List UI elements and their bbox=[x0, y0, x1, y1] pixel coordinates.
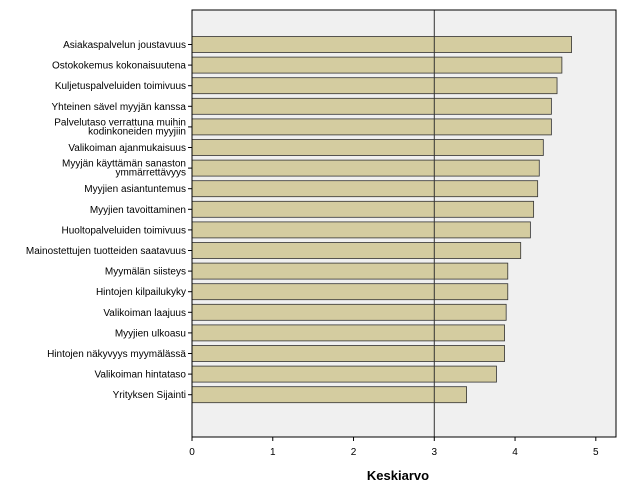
category-label: Yrityksen Sijainti bbox=[113, 390, 186, 401]
x-tick-label: 1 bbox=[270, 447, 276, 458]
bar bbox=[191, 221, 531, 239]
bar bbox=[191, 77, 558, 95]
x-tick-label: 4 bbox=[512, 447, 518, 458]
bar bbox=[191, 303, 507, 321]
bar bbox=[191, 345, 505, 362]
x-axis-ticks: 0 1 2 3 4 5 bbox=[189, 437, 599, 458]
category-label: Mainostettujen tuotteiden saatavuus bbox=[26, 246, 186, 257]
category-label: Palvelutaso verrattuna muihin kodinkoneid… bbox=[54, 117, 186, 137]
x-tick-label: 5 bbox=[593, 447, 599, 458]
bar bbox=[191, 159, 540, 177]
x-tick-label: 2 bbox=[351, 447, 357, 458]
x-tick-label: 3 bbox=[432, 447, 438, 458]
category-label: Valikoiman ajanmukaisuus bbox=[68, 143, 186, 154]
bar bbox=[191, 118, 552, 136]
bar bbox=[191, 242, 522, 259]
bar bbox=[191, 283, 509, 301]
category-label: Myyjien tavoittaminen bbox=[90, 205, 186, 216]
category-label: Yhteinen sävel myyjän kanssa bbox=[51, 102, 186, 113]
bar bbox=[191, 97, 552, 115]
bar bbox=[191, 180, 539, 198]
x-axis-title: Keskiarvo bbox=[367, 468, 429, 483]
category-label: Myymälän siisteys bbox=[105, 267, 186, 278]
bar bbox=[191, 139, 544, 156]
category-label: Hintojen kilpailukyky bbox=[96, 287, 186, 298]
bar bbox=[191, 56, 563, 74]
category-labels: Asiakaspalvelun joustavuus Ostokokemus ko… bbox=[26, 40, 192, 401]
bar bbox=[191, 262, 509, 280]
category-label: Hintojen näkyvyys myymälässä bbox=[47, 349, 186, 360]
bar bbox=[191, 386, 467, 404]
category-label: Huoltopalveluiden toimivuus bbox=[61, 225, 186, 236]
plot-frame bbox=[191, 9, 617, 438]
x-tick-label: 0 bbox=[189, 447, 195, 458]
category-label: Myyjien asiantuntemus bbox=[84, 184, 186, 195]
bar bbox=[191, 200, 535, 218]
bar bbox=[191, 36, 572, 53]
category-label: Valikoiman laajuus bbox=[103, 308, 186, 319]
bar bbox=[191, 365, 497, 383]
category-label: Kuljetuspalveluiden toimivuus bbox=[55, 81, 186, 92]
category-label: Ostokokemus kokonaisuutena bbox=[52, 61, 186, 72]
category-label: Myyjän käyttämän sanaston ymmärrettävyys bbox=[62, 159, 186, 179]
category-label: Myyjien ulkoasu bbox=[115, 328, 186, 339]
category-label: Asiakaspalvelun joustavuus bbox=[63, 40, 186, 51]
bar bbox=[191, 324, 505, 342]
category-label: Valikoiman hintataso bbox=[94, 370, 186, 381]
